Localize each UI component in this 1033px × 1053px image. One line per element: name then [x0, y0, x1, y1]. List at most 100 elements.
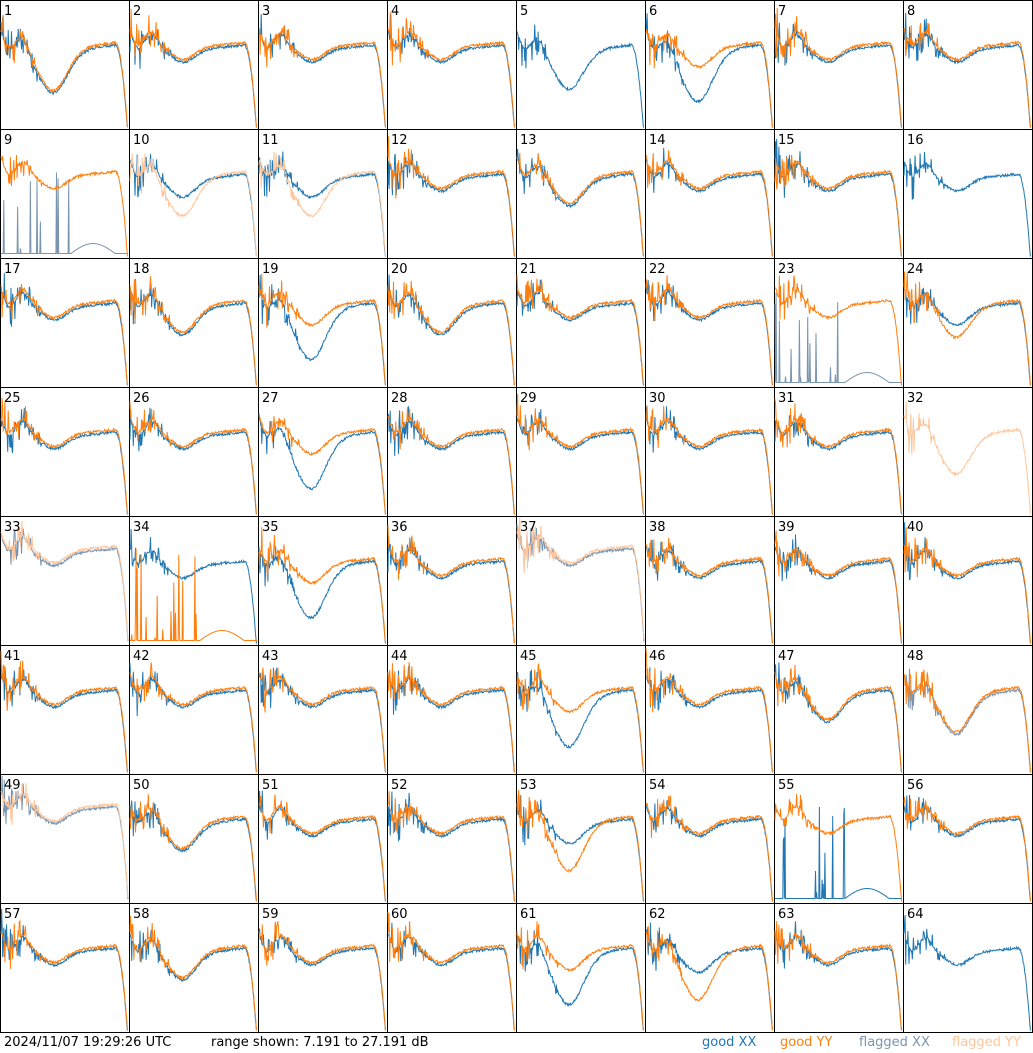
- panel-label: 43: [262, 649, 279, 664]
- panel-label: 36: [391, 520, 408, 535]
- panel-frame: [516, 774, 646, 904]
- footer: 2024/11/07 19:29:26 UTC range shown: 7.1…: [0, 1033, 1033, 1053]
- panel-frame: [903, 516, 1033, 646]
- panel-33-yy-line: [0, 521, 129, 640]
- panel-frame: [129, 387, 259, 517]
- panel-54-xx-line: [645, 799, 773, 902]
- panel-frame: [645, 516, 775, 646]
- panel-label: 23: [778, 262, 795, 277]
- panel-36: 36: [387, 516, 517, 646]
- panel-43-yy-line: [258, 667, 386, 773]
- panel-label: 24: [907, 262, 924, 277]
- panel-21: 21: [516, 258, 646, 388]
- panel-frame: [903, 774, 1033, 904]
- panel-12: 12: [387, 129, 517, 259]
- panel-63: 63: [774, 903, 904, 1033]
- panel-frame: [645, 387, 775, 517]
- panel-label: 52: [391, 778, 408, 793]
- panel-frame: [903, 0, 1033, 130]
- panel-46-xx-line: [645, 667, 773, 773]
- panel-frame: [0, 258, 130, 388]
- panel-15: 15: [774, 129, 904, 259]
- panel-22-xx-line: [645, 280, 773, 386]
- panel-25-yy-line: [0, 398, 129, 515]
- panel-label: 18: [133, 262, 150, 277]
- panel-label: 46: [649, 649, 666, 664]
- panel-56-yy-line: [903, 796, 1031, 902]
- panel-15-yy-line: [774, 154, 902, 257]
- panel-35-xx-line: [258, 546, 386, 644]
- panel-4-yy-line: [387, 12, 515, 128]
- panel-label: 28: [391, 391, 408, 406]
- panel-label: 51: [262, 778, 279, 793]
- panel-44-xx-line: [387, 666, 515, 773]
- panel-20: 20: [387, 258, 517, 388]
- panel-frame: [0, 0, 130, 130]
- panel-30: 30: [645, 387, 775, 517]
- panel-55-yy-line: [774, 793, 902, 902]
- panel-57: 57: [0, 903, 130, 1033]
- panel-label: 26: [133, 391, 150, 406]
- panel-23: 23: [774, 258, 904, 388]
- panel-27-xx-line: [258, 413, 386, 515]
- panel-label: 37: [520, 520, 537, 535]
- timestamp: 2024/11/07 19:29:26 UTC: [4, 1035, 172, 1050]
- panel-label: 15: [778, 133, 795, 148]
- panel-frame: [129, 129, 259, 259]
- panel-40-yy-line: [903, 527, 1032, 644]
- panel-24-yy-line: [903, 271, 1031, 386]
- panel-label: 4: [391, 4, 399, 19]
- legend-good-yy: good YY: [780, 1035, 833, 1050]
- panel-label: 19: [262, 262, 279, 277]
- panel-label: 6: [649, 4, 657, 19]
- panel-frame: [258, 0, 388, 130]
- panel-9-xx-line: [1, 172, 128, 254]
- panel-64-xx-line: [903, 915, 1031, 1031]
- panel-49: 49: [0, 774, 130, 904]
- panel-37-xx-line: [516, 520, 645, 642]
- panel-47-xx-line: [774, 662, 902, 773]
- panel-27: 27: [258, 387, 388, 517]
- panel-label: 45: [520, 649, 537, 664]
- panel-frame: [645, 258, 775, 388]
- panel-label: 31: [778, 391, 795, 406]
- panel-10: 10: [129, 129, 259, 259]
- panel-label: 14: [649, 133, 666, 148]
- panel-48-yy-line: [903, 669, 1032, 773]
- panel-51: 51: [258, 774, 388, 904]
- panel-46-yy-line: [645, 648, 774, 773]
- panel-7: 7: [774, 0, 904, 130]
- panel-13-xx-line: [516, 148, 644, 257]
- panel-label: 5: [520, 4, 528, 19]
- panel-6-xx-line: [645, 13, 773, 128]
- panel-label: 22: [649, 262, 666, 277]
- panel-32-yy-line: [903, 401, 1031, 515]
- panel-53: 53: [516, 774, 646, 904]
- panel-label: 8: [907, 4, 915, 19]
- panel-3: 3: [258, 0, 388, 130]
- panel-label: 33: [4, 520, 21, 535]
- panel-25-xx-line: [0, 408, 128, 515]
- panel-6-yy-line: [645, 29, 774, 128]
- panel-50-yy-line: [129, 794, 257, 902]
- panel-10-yy-line: [129, 153, 257, 257]
- panel-frame: [774, 774, 904, 904]
- panel-label: 50: [133, 778, 150, 793]
- panel-label: 64: [907, 907, 924, 922]
- panel-17-yy-line: [0, 283, 128, 386]
- panel-19-xx-line: [258, 274, 386, 386]
- panel-3-xx-line: [258, 13, 386, 128]
- panel-54-yy-line: [645, 795, 773, 902]
- panel-62: 62: [645, 903, 775, 1033]
- panel-frame: [258, 645, 388, 775]
- panel-label: 34: [133, 520, 150, 535]
- panel-62-xx-line: [645, 922, 773, 1031]
- panel-27-yy-line: [258, 415, 387, 515]
- panel-label: 59: [262, 907, 279, 922]
- panel-label: 42: [133, 649, 150, 664]
- panel-26-yy-line: [129, 401, 257, 515]
- panel-frame: [0, 387, 130, 517]
- panel-38: 38: [645, 516, 775, 646]
- panel-label: 1: [4, 4, 12, 19]
